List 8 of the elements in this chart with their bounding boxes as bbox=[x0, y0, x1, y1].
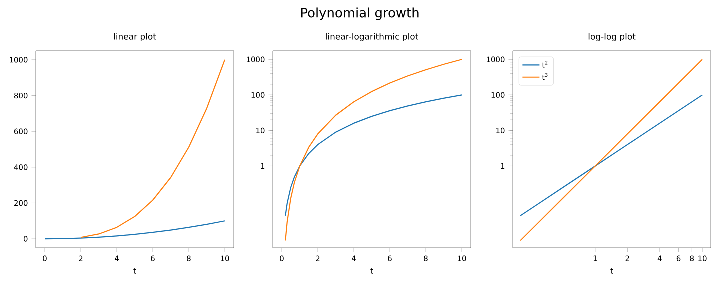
line-series bbox=[80, 59, 226, 238]
text: Polynomial growth bbox=[301, 8, 419, 20]
line-series bbox=[285, 59, 463, 242]
chart-title: linear plot bbox=[114, 33, 156, 42]
line-series bbox=[44, 220, 226, 240]
line-series bbox=[285, 94, 463, 216]
chart-title: log-log plot bbox=[588, 33, 636, 42]
chart-title: linear-logarithmic plot bbox=[326, 33, 418, 42]
